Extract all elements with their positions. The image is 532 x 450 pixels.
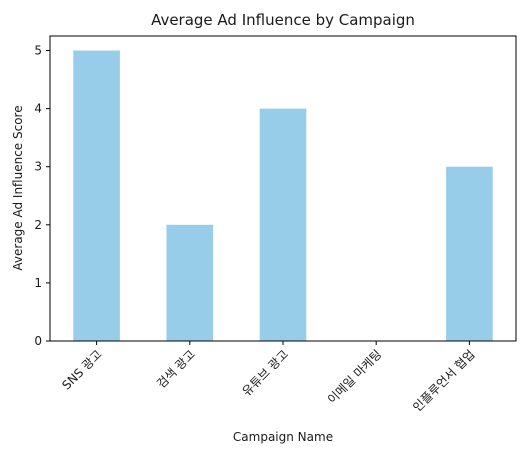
plot-frame [49, 35, 517, 342]
bars-group [73, 50, 493, 342]
bar-4 [446, 166, 493, 341]
x-axis-ticks: SNS 광고 검색 광고 유튜브 광고 이메일 마케팅 인플루언서 협업 [59, 341, 478, 414]
y-tick-label: 2 [34, 218, 42, 232]
y-tick-label: 4 [34, 102, 42, 116]
bar-1 [166, 224, 214, 341]
y-tick-label: 1 [34, 276, 42, 290]
y-tick-label: 5 [34, 44, 42, 58]
chart-title: Average Ad Influence by Campaign [151, 11, 415, 29]
x-axis-label: Campaign Name [233, 430, 333, 444]
x-tick-label: 이메일 마케팅 [325, 347, 384, 406]
bar-2 [259, 108, 307, 341]
y-tick-label: 3 [34, 160, 42, 174]
y-tick-label: 0 [34, 334, 42, 348]
x-tick-label: 검색 광고 [154, 347, 198, 391]
x-tick-label: 유튜브 광고 [239, 347, 291, 399]
bar-0 [73, 50, 120, 342]
x-tick-label: SNS 광고 [59, 347, 104, 392]
x-tick-label: 인플루언서 협업 [410, 347, 477, 414]
y-axis-label: Average Ad Influence Score [11, 105, 25, 270]
y-axis-ticks: 0 1 2 3 4 5 [34, 44, 50, 348]
